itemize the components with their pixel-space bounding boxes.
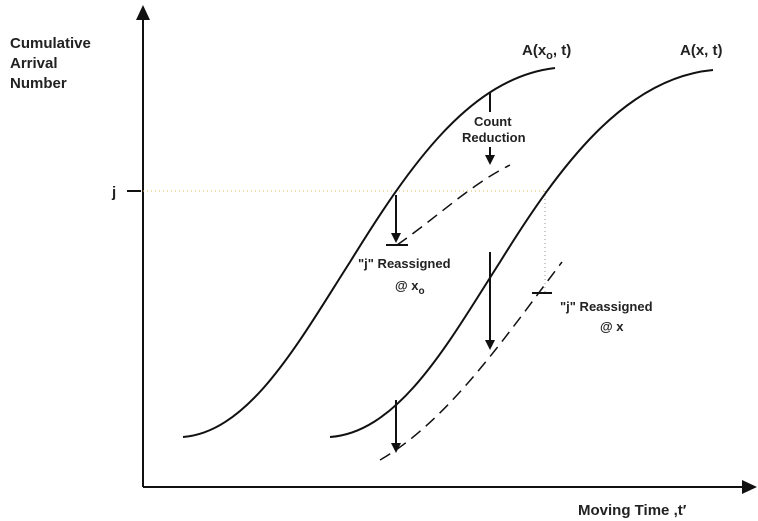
y-label: Cumulative bbox=[10, 35, 91, 52]
y-tick-label: j bbox=[111, 184, 116, 201]
curve-label: A(x, t) bbox=[680, 42, 723, 59]
annotation: Reduction bbox=[462, 130, 526, 145]
y-label: Number bbox=[10, 75, 67, 92]
curve bbox=[329, 69, 714, 438]
y-arrowhead bbox=[136, 5, 150, 20]
annotation: @ xo bbox=[395, 278, 425, 297]
dashed-curve bbox=[396, 164, 511, 246]
annotation: "j" Reassigned bbox=[560, 299, 653, 314]
dashed-curve bbox=[379, 261, 563, 461]
x-arrowhead bbox=[742, 480, 757, 494]
x-label: Moving Time ,t′ bbox=[578, 502, 687, 519]
annotation: Count bbox=[474, 114, 512, 129]
curve bbox=[182, 67, 556, 438]
annotation: "j" Reassigned bbox=[358, 256, 451, 271]
curve-label: A(xo, t) bbox=[522, 42, 571, 62]
y-label: Arrival bbox=[10, 55, 58, 72]
annotation: @ x bbox=[600, 319, 624, 334]
